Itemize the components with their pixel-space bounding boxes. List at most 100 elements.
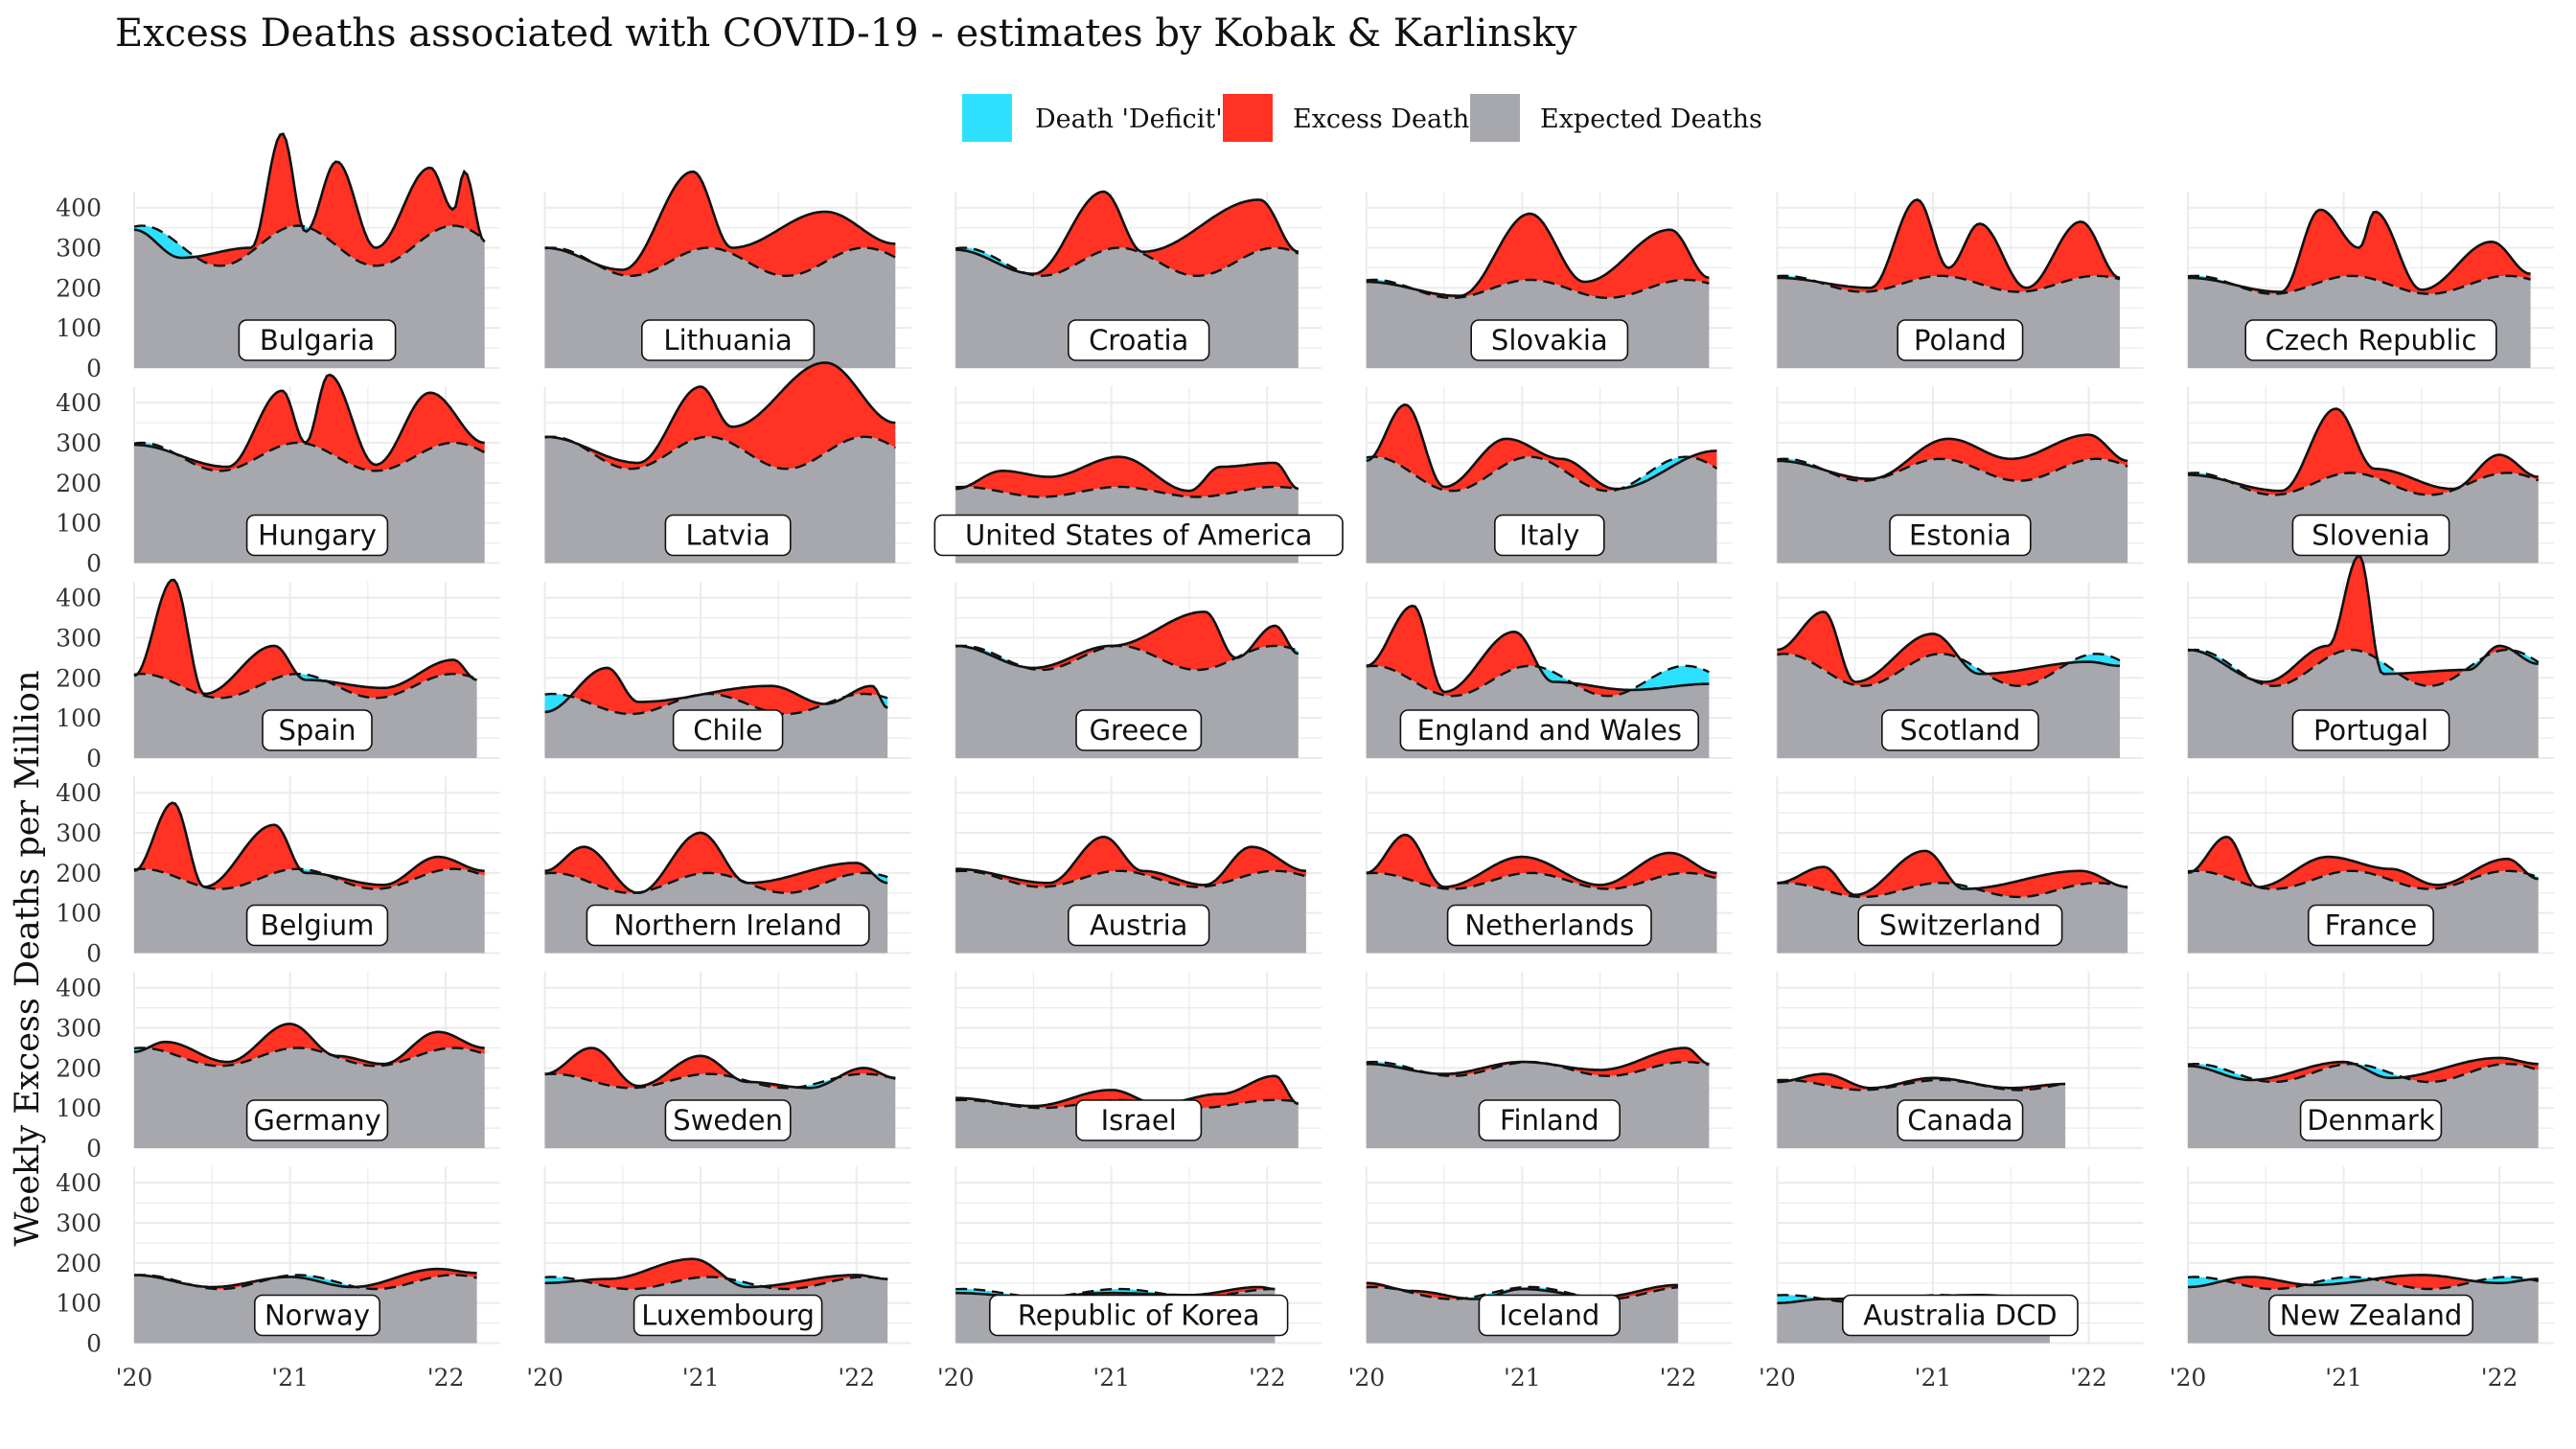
panel-label-box	[1897, 319, 2024, 361]
x-tick-label: '20	[2170, 1364, 2207, 1392]
panel-label: Northern Ireland	[613, 909, 841, 942]
y-axis-title: Weekly Excess Deaths per Million	[9, 670, 47, 1246]
y-tick-label: 200	[56, 664, 102, 692]
excess-area	[134, 1269, 477, 1289]
panel-label: Czech Republic	[2266, 324, 2477, 356]
y-tick-label: 100	[56, 1290, 102, 1318]
observed-line	[1777, 849, 2128, 897]
observed-line	[1777, 198, 2121, 289]
observed-line	[955, 1074, 1300, 1108]
panel-label-box	[1478, 1294, 1622, 1337]
panel-netherlands: Netherlands	[1365, 776, 1733, 954]
deficit-area	[1777, 654, 2120, 686]
excess-area	[955, 611, 1299, 670]
y-tick-label: 300	[56, 429, 102, 457]
expected-line	[955, 246, 1300, 278]
x-tick-label: '21	[1092, 1364, 1130, 1392]
y-tick-label: 200	[56, 274, 102, 302]
panel-label: Spain	[278, 714, 356, 747]
panel-label-box	[2308, 904, 2435, 947]
observed-line	[2187, 835, 2539, 888]
observed-line	[133, 373, 485, 469]
panel-chile: Chile	[543, 582, 911, 759]
panel-label-box	[1075, 709, 1203, 751]
panel-label-box	[2299, 1099, 2443, 1141]
facet-panels: Bulgaria 0 100 200 300 400 Lithuania Croatia Slo…	[56, 132, 2554, 1392]
excess-area	[2188, 556, 2539, 686]
expected-line	[955, 485, 1299, 498]
excess-area	[134, 580, 477, 699]
expected-line	[1366, 1285, 1678, 1300]
panel-latvia: Latvia	[543, 361, 911, 564]
expected-line	[133, 1046, 486, 1068]
expected-line	[2187, 1063, 2540, 1084]
panel-label: Norway	[264, 1300, 370, 1332]
panel-label: Croatia	[1089, 324, 1188, 356]
panel-label: United States of America	[965, 519, 1312, 552]
expected-line	[544, 1276, 888, 1291]
panel-label-box	[245, 904, 389, 947]
panel-label-box	[632, 1294, 823, 1337]
panel-portugal: Portugal	[2187, 554, 2554, 759]
panel-label-box	[245, 1099, 389, 1141]
observed-line	[544, 666, 888, 714]
expected-line	[544, 435, 896, 471]
expected-line	[2187, 274, 2531, 295]
excess-area	[2188, 1057, 2539, 1082]
excess-area	[134, 1024, 485, 1067]
x-tick-label: '20	[116, 1364, 153, 1392]
observed-line	[133, 578, 477, 696]
panel-label-box	[664, 514, 792, 557]
observed-line	[955, 835, 1306, 886]
y-tick-label: 0	[86, 355, 102, 382]
panel-label-box	[1842, 1294, 2079, 1337]
x-tick-label: '22	[427, 1364, 465, 1392]
excess-area	[1777, 850, 2128, 897]
legend-swatch-excess	[1223, 94, 1273, 142]
panel-croatia: Croatia	[954, 190, 1322, 369]
observed-line	[1366, 1046, 1710, 1075]
y-tick-label: 100	[56, 510, 102, 538]
observed-line	[1366, 833, 1717, 888]
legend-swatch-expected	[1470, 94, 1520, 142]
expected-line	[133, 867, 486, 890]
observed-line	[133, 132, 486, 260]
excess-area	[544, 833, 888, 893]
panel-label: Australia DCD	[1863, 1300, 2057, 1332]
legend-label-expected: Expected Deaths	[1540, 104, 1762, 134]
excess-area	[1366, 404, 1717, 492]
observed-line	[1366, 403, 1717, 491]
panel-united-states-of-america: United States of America	[933, 386, 1344, 564]
observed-line	[1777, 433, 2128, 481]
panel-label: Finland	[1500, 1104, 1599, 1137]
panel-israel: Israel	[954, 972, 1322, 1149]
panel-label-box	[1399, 709, 1700, 751]
y-tick-label: 400	[56, 1169, 102, 1197]
panel-republic-of-korea: Republic of Korea '20 '21 '22	[937, 1166, 1322, 1392]
x-tick-label: '22	[2481, 1364, 2518, 1392]
legend-label-excess: Excess Deaths	[1293, 104, 1483, 134]
legend-label-deficit: Death 'Deficit'	[1035, 104, 1223, 134]
observed-line	[1366, 1281, 1678, 1300]
x-tick-label: '21	[682, 1364, 720, 1392]
y-tick-label: 100	[56, 900, 102, 928]
panel-label: Denmark	[2307, 1104, 2434, 1137]
y-tick-label: 300	[56, 235, 102, 263]
panel-label-box	[1446, 904, 1652, 947]
panel-label: Portugal	[2313, 714, 2428, 747]
x-tick-label: '20	[1347, 1364, 1385, 1392]
excess-area	[2188, 210, 2531, 294]
panel-label-box	[1494, 514, 1605, 557]
observed-line	[2187, 554, 2539, 683]
panel-label-box	[1478, 1099, 1622, 1141]
panel-label-box	[1068, 904, 1210, 947]
panel-luxembourg: Luxembourg '20 '21 '22	[526, 1166, 911, 1392]
expected-line	[1777, 457, 2128, 483]
y-tick-label: 200	[56, 1054, 102, 1082]
panel-label: Poland	[1914, 324, 2007, 356]
panel-label-box	[1075, 1099, 1203, 1141]
expected-line	[544, 692, 888, 716]
panel-iceland: Iceland '20 '21 '22	[1347, 1166, 1733, 1392]
panel-label-box	[640, 319, 816, 361]
